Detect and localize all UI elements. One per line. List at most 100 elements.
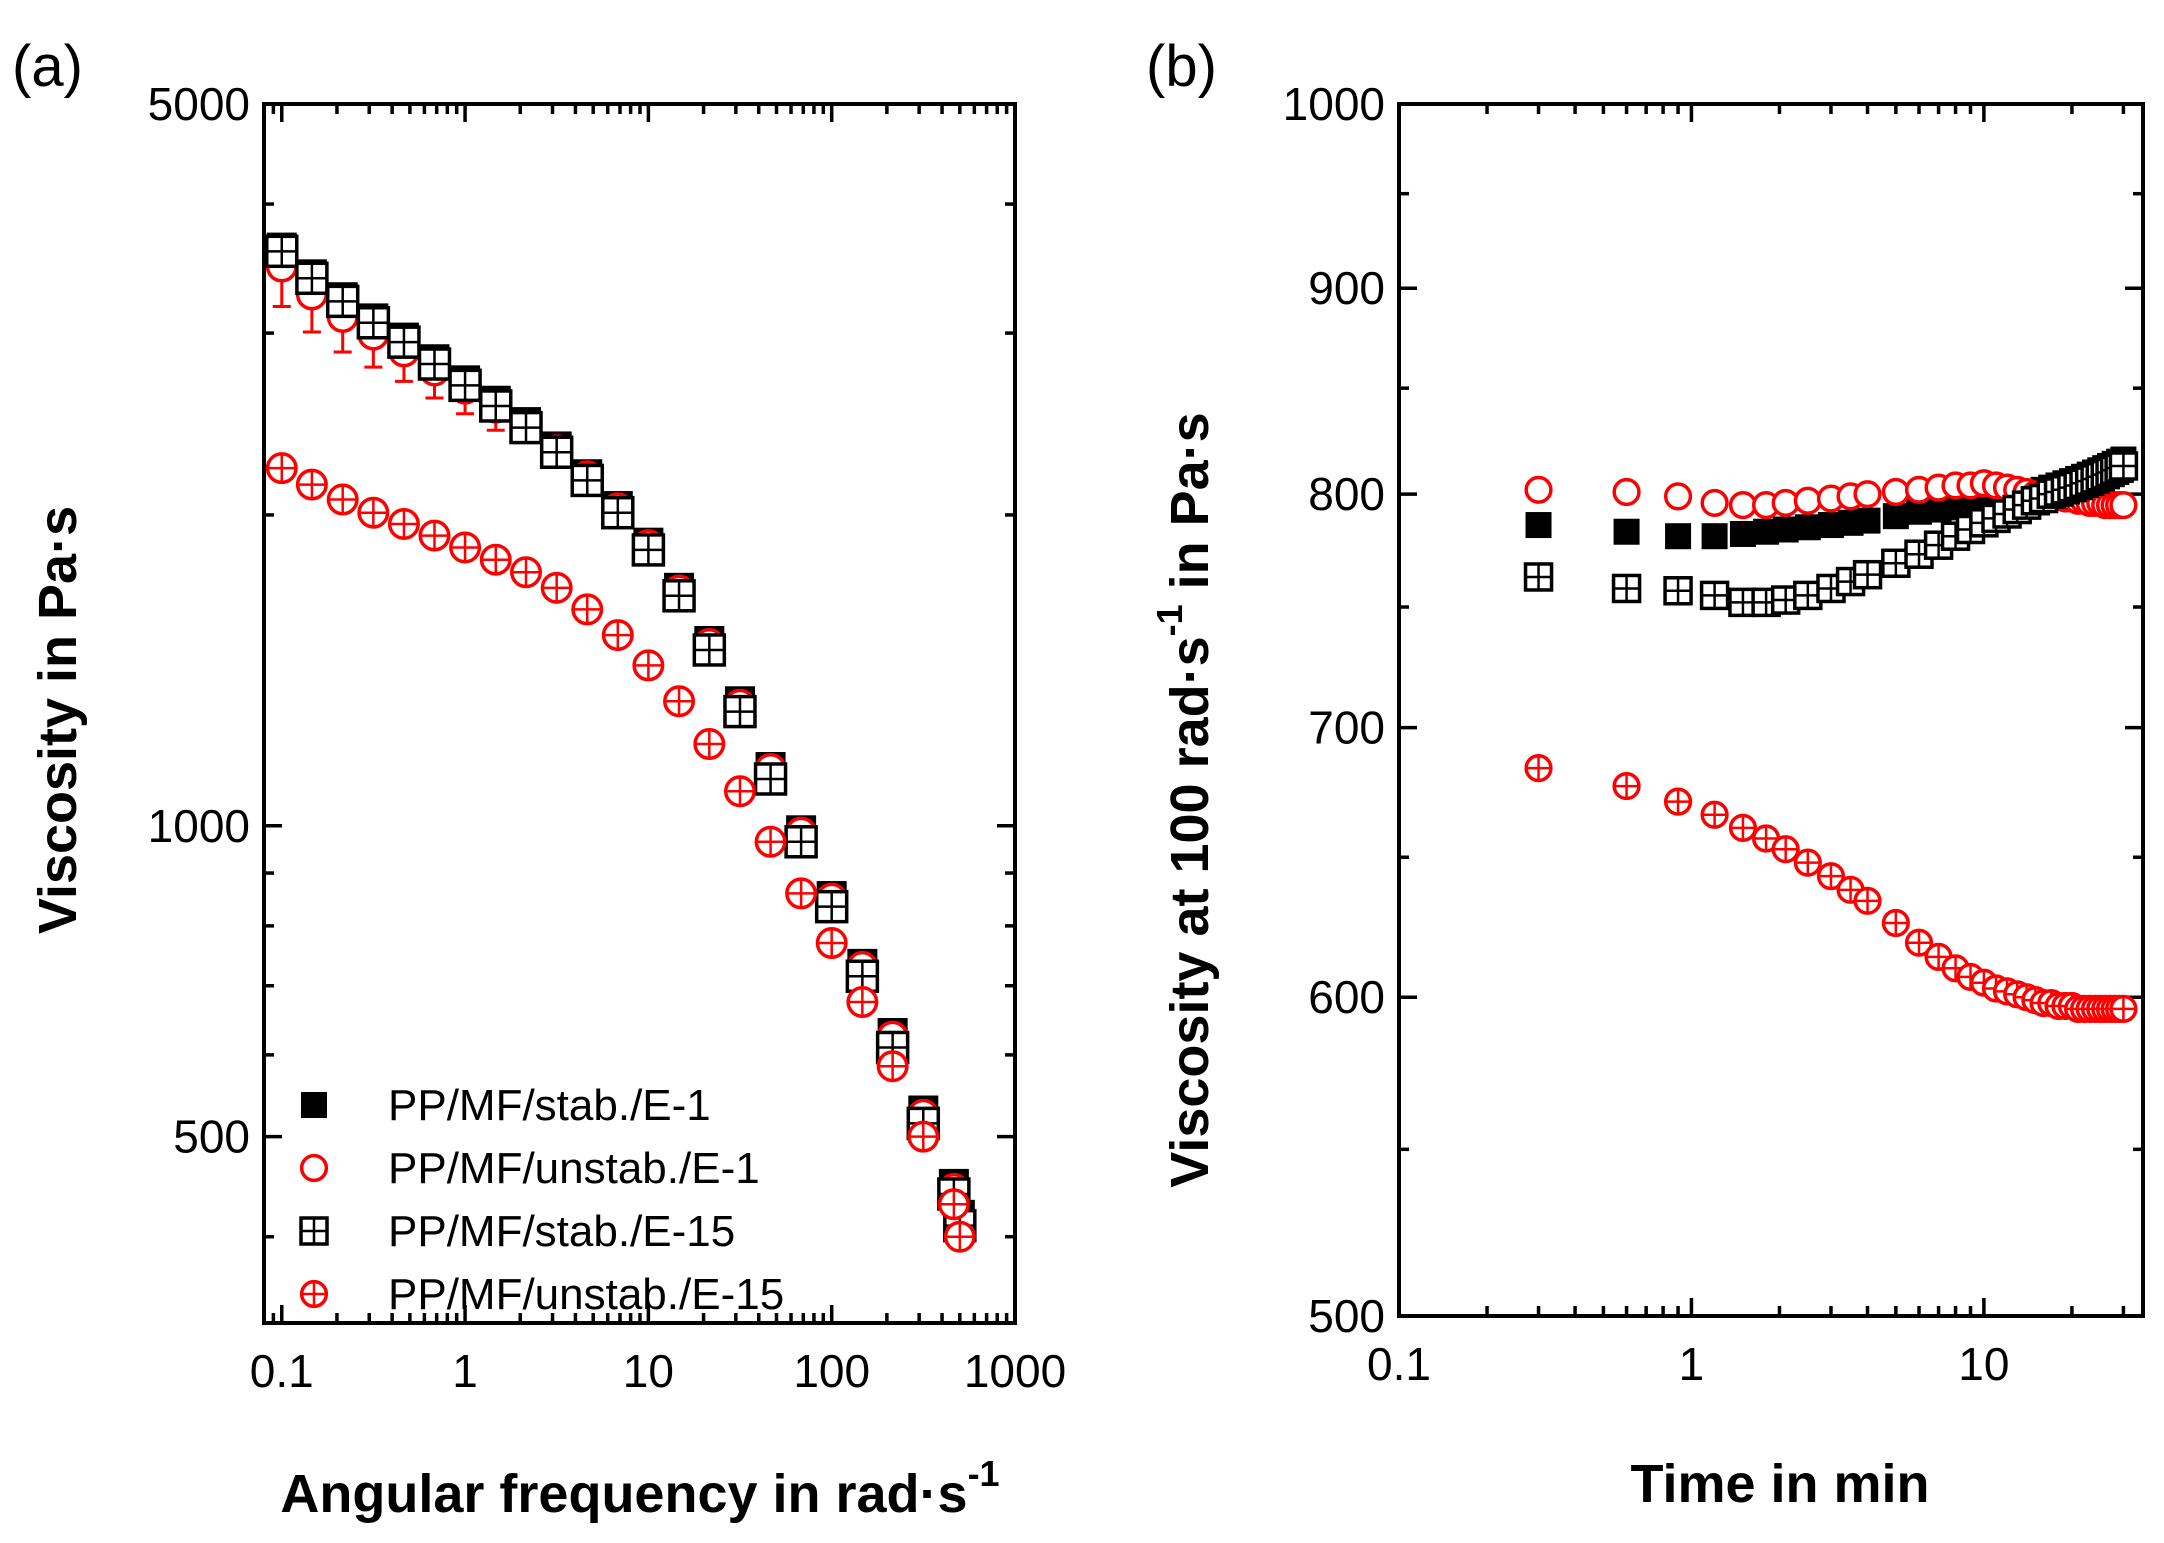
data-point bbox=[1853, 886, 1882, 915]
data-point bbox=[510, 556, 543, 589]
data-point bbox=[1663, 576, 1693, 606]
data-point bbox=[1772, 516, 1799, 543]
data-point bbox=[449, 531, 482, 564]
data-point bbox=[325, 284, 360, 319]
series-pp-mf-unstab-e-15 bbox=[265, 452, 976, 1253]
y-tick-label: 500 bbox=[1308, 1290, 1385, 1342]
panel-a-ticks: 500 1000 5000 0.1 1 10 100 1000 bbox=[148, 78, 1067, 1397]
data-point bbox=[723, 775, 756, 808]
y-tick-label: 900 bbox=[1308, 262, 1385, 314]
panel-b-label: (b) bbox=[1146, 34, 1217, 99]
x-tick-label: 10 bbox=[623, 1345, 674, 1397]
data-point bbox=[387, 507, 420, 540]
data-point bbox=[1524, 475, 1553, 504]
legend-label: PP/MF/unstab./E-1 bbox=[388, 1144, 760, 1193]
data-point bbox=[814, 889, 849, 924]
data-point bbox=[1729, 520, 1756, 547]
data-point bbox=[907, 1120, 940, 1153]
data-point bbox=[876, 1050, 909, 1083]
x-tick-label: 0.1 bbox=[1367, 1338, 1431, 1390]
legend-marker bbox=[299, 1279, 329, 1309]
panel-b-y-axis-title-text: Viscosity at 100 rad·s bbox=[1160, 636, 1220, 1187]
data-point bbox=[632, 649, 665, 682]
data-point bbox=[1854, 507, 1881, 534]
y-tick-label: 600 bbox=[1308, 971, 1385, 1023]
data-point bbox=[1701, 523, 1728, 550]
data-point bbox=[1728, 491, 1758, 520]
data-point bbox=[539, 435, 574, 470]
data-point bbox=[943, 1220, 976, 1253]
data-point bbox=[1852, 559, 1883, 590]
data-point bbox=[1700, 488, 1729, 518]
data-point bbox=[1665, 523, 1692, 550]
data-point bbox=[478, 389, 513, 423]
panel-b-y-axis-title-superscript: -1 bbox=[1149, 604, 1190, 636]
data-point bbox=[1524, 753, 1553, 783]
x-tick-label: 100 bbox=[793, 1345, 870, 1397]
data-point bbox=[1793, 848, 1822, 877]
data-point bbox=[693, 728, 726, 761]
data-point bbox=[846, 986, 879, 1019]
data-point bbox=[2109, 491, 2138, 520]
data-point bbox=[295, 261, 329, 296]
data-point bbox=[1700, 800, 1729, 829]
data-point bbox=[509, 410, 543, 445]
data-point bbox=[1771, 835, 1800, 864]
data-point bbox=[754, 825, 787, 858]
panel-a-points bbox=[265, 232, 977, 1253]
data-point bbox=[417, 347, 452, 381]
data-point bbox=[418, 519, 451, 552]
y-tick-label: 800 bbox=[1308, 468, 1385, 520]
data-point bbox=[1816, 862, 1846, 891]
data-point bbox=[1699, 580, 1730, 611]
data-point bbox=[1853, 480, 1882, 509]
data-point bbox=[570, 463, 605, 498]
x-tick-label: 1 bbox=[1679, 1338, 1705, 1390]
data-point bbox=[1523, 562, 1554, 592]
panel-a: (a) 500 1000 5000 0.1 1 10 100 1000 PP/MF/stab.… bbox=[12, 34, 1066, 1524]
data-point bbox=[601, 495, 635, 530]
data-point bbox=[295, 468, 328, 501]
legend-label: PP/MF/stab./E-1 bbox=[388, 1081, 711, 1130]
data-point bbox=[1612, 771, 1641, 801]
legend-label: PP/MF/unstab./E-15 bbox=[388, 1270, 784, 1319]
data-point bbox=[356, 305, 391, 340]
data-point bbox=[785, 877, 818, 910]
data-point bbox=[1613, 518, 1640, 545]
panel-b-plot-frame bbox=[1397, 102, 2145, 1318]
data-point bbox=[753, 762, 788, 796]
data-point bbox=[937, 1188, 970, 1221]
y-tick-label: 5000 bbox=[148, 78, 250, 130]
data-point bbox=[784, 825, 818, 859]
data-point bbox=[1881, 477, 1910, 507]
data-point bbox=[1793, 486, 1822, 515]
data-point bbox=[1881, 908, 1910, 938]
series-pp-mf-stab-e-15 bbox=[1523, 451, 2139, 618]
data-point bbox=[479, 543, 512, 576]
panel-b-x-axis-title: Time in min bbox=[1630, 1454, 1929, 1514]
x-tick-label: 1 bbox=[452, 1345, 478, 1397]
data-point bbox=[692, 633, 727, 667]
legend-label: PP/MF/stab./E-15 bbox=[388, 1207, 735, 1256]
y-tick-label: 700 bbox=[1308, 702, 1385, 754]
data-point bbox=[265, 452, 298, 485]
y-tick-label: 1000 bbox=[148, 800, 250, 852]
panel-b-ticks: 500 600 700 800 900 1000 0.1 1 10 bbox=[1283, 78, 2143, 1390]
panel-a-x-axis-title-text: Angular frequency in rad·s bbox=[280, 1464, 967, 1524]
x-tick-label: 1000 bbox=[964, 1345, 1066, 1397]
data-point bbox=[1904, 928, 1934, 957]
panel-a-y-axis-title: Viscosity in Pa·s bbox=[28, 506, 88, 934]
data-point bbox=[1663, 482, 1693, 511]
data-point bbox=[723, 694, 757, 729]
series-pp-mf-unstab-e-15 bbox=[1524, 753, 2138, 1023]
x-tick-label: 0.1 bbox=[250, 1345, 314, 1397]
data-point bbox=[1728, 813, 1758, 843]
panel-a-x-axis-title: Angular frequency in rad·s-1 bbox=[280, 1453, 999, 1524]
panel-b-y-axis-title-suffix: in Pa·s bbox=[1160, 412, 1220, 604]
data-point bbox=[265, 234, 299, 269]
y-tick-label: 1000 bbox=[1283, 78, 1385, 130]
panel-a-x-axis-title-superscript: -1 bbox=[968, 1453, 1000, 1494]
data-point bbox=[1663, 787, 1693, 816]
data-point bbox=[357, 496, 390, 529]
legend-marker bbox=[301, 1092, 327, 1118]
